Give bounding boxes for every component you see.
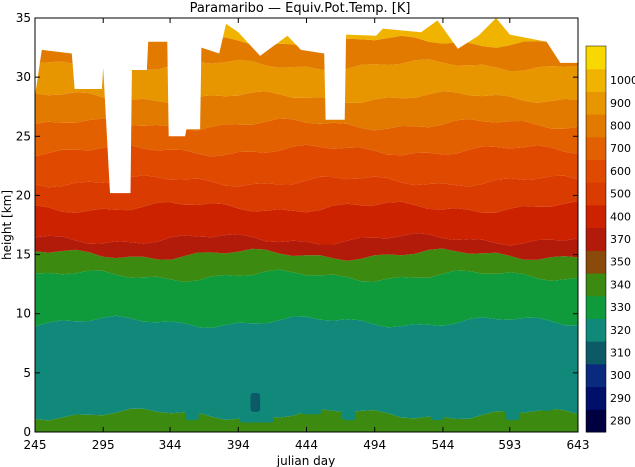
colorbar-label: 700 (610, 142, 631, 155)
colorbar-swatch (586, 68, 606, 92)
colorbar-swatch (586, 227, 606, 251)
y-tick-label: 20 (16, 188, 31, 202)
colorbar-swatch (586, 386, 606, 410)
colorbar-swatch (586, 91, 606, 115)
low-level-patch (239, 355, 274, 423)
low-level-patch (55, 355, 67, 403)
colorbar-swatch (586, 341, 606, 365)
plot-area (34, 17, 579, 433)
colorbar-swatch (586, 273, 606, 297)
missing-data-area (35, 18, 578, 194)
x-tick-label: 344 (159, 438, 182, 452)
colorbar-label: 600 (610, 165, 631, 178)
colorbar-label: 330 (610, 301, 631, 314)
colorbar: 280 290 300 310 320 330 340 350 370 400 500 600 700 8… (585, 45, 635, 433)
low-level-patches (55, 349, 554, 423)
x-tick-label: 593 (498, 438, 521, 452)
contour-band (35, 269, 578, 328)
low-level-patch (430, 355, 445, 421)
colorbar-swatch (586, 295, 606, 319)
contour-band (35, 408, 578, 432)
y-tick-label: 25 (16, 129, 31, 143)
colorbar-label: 310 (610, 347, 631, 360)
x-tick-label: 394 (227, 438, 250, 452)
colorbar-swatch (586, 114, 606, 138)
colorbar-swatch (586, 159, 606, 183)
colorbar-label: 500 (610, 188, 631, 201)
contour-band (35, 144, 578, 188)
low-level-patch (389, 366, 404, 411)
low-level-patch (185, 361, 199, 421)
colorbar-swatch (586, 204, 606, 229)
colorbar-label: 300 (610, 369, 631, 382)
y-tick-label: 35 (16, 11, 31, 25)
missing-data-mask (35, 18, 578, 194)
colorbar-label: 370 (610, 233, 631, 246)
x-tick-label: 643 (567, 438, 590, 452)
colorbar-label: 400 (610, 210, 631, 223)
x-axis: 245 295 344 394 444 494 544 593 643 (24, 18, 590, 452)
colorbar-swatch (586, 363, 606, 388)
y-tick-label: 15 (16, 248, 31, 262)
x-tick-label: 544 (431, 438, 454, 452)
chart-title: Paramaribo — Equiv.Pot.Temp. [K] (190, 1, 411, 16)
contour-band (35, 248, 578, 282)
colorbar-label: 340 (610, 278, 631, 291)
low-level-patch (301, 361, 322, 415)
colorbar-label: 320 (610, 324, 631, 337)
colorbar-swatch (586, 250, 606, 274)
y-axis: 0 5 10 15 20 25 30 35 (16, 11, 578, 439)
low-level-patch (89, 372, 100, 415)
colorbar-swatch (586, 318, 606, 342)
colorbar-label: 350 (610, 256, 631, 269)
contour-band (35, 175, 578, 213)
low-level-patch (539, 361, 554, 411)
low-level-patch (341, 366, 356, 421)
low-level-patch (250, 392, 261, 412)
colorbar-swatch (586, 409, 606, 433)
x-tick-label: 494 (363, 438, 386, 452)
colorbar-swatch (586, 136, 606, 161)
x-tick-label: 444 (295, 438, 318, 452)
colorbar-swatch (586, 46, 606, 70)
colorbar-frame (585, 45, 607, 433)
low-level-patch (464, 349, 479, 409)
x-tick-label: 295 (92, 438, 115, 452)
colorbar-label: 280 (610, 415, 631, 428)
colorbar-label: 1000 (610, 74, 635, 87)
y-axis-label: height [km] (0, 190, 14, 260)
low-level-patch (505, 372, 520, 421)
x-tick-label: 245 (24, 438, 47, 452)
contour-band (35, 201, 578, 246)
y-tick-label: 0 (23, 425, 31, 439)
low-level-patch (134, 349, 151, 409)
x-axis-label: julian day (276, 454, 335, 467)
y-tick-label: 5 (23, 366, 31, 380)
y-tick-label: 30 (16, 70, 31, 84)
colorbar-label: 900 (610, 97, 631, 110)
colorbar-label: 800 (610, 119, 631, 132)
contour-band (35, 233, 578, 261)
colorbar-swatch (586, 182, 606, 206)
y-tick-label: 10 (16, 307, 31, 321)
colorbar-label: 290 (610, 392, 631, 405)
